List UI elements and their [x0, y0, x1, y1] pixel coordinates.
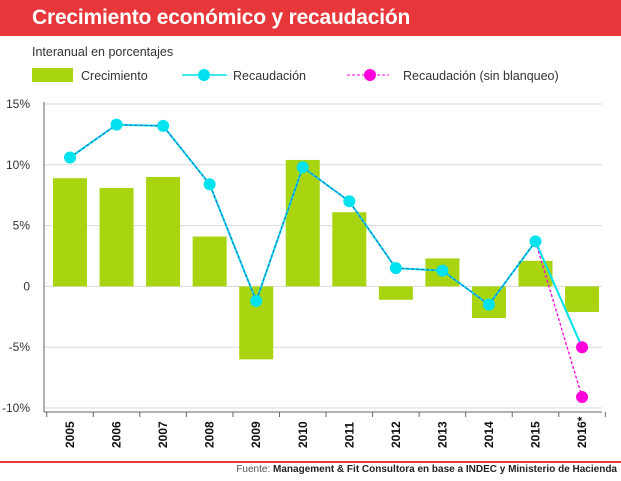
recaudacion-point — [203, 178, 216, 191]
chart-subtitle: Interanual en porcentajes — [32, 45, 173, 59]
legend-label-crecimiento: Crecimiento — [81, 69, 148, 83]
x-tick-label: 2016* — [575, 416, 589, 448]
recaudacion-point — [576, 341, 589, 354]
chart: Interanual en porcentajes Crecimiento Re… — [2, 45, 606, 448]
x-tick-label: 2010 — [296, 421, 310, 448]
y-tick-label: 0 — [23, 279, 30, 293]
y-tick-label: 10% — [6, 158, 30, 172]
bar — [53, 178, 87, 287]
bar — [285, 159, 320, 287]
bar — [332, 212, 367, 287]
recaudacion-point — [64, 151, 76, 164]
legend-marker-sin-blanqueo — [364, 69, 376, 81]
source-text: Management & Fit Consultora en base a IN… — [273, 464, 617, 475]
x-tick-label: 2008 — [203, 421, 217, 448]
y-tick-label: 5% — [13, 219, 31, 233]
x-tick-label: 2013 — [435, 421, 449, 448]
source-note: Fuente: Management & Fit Consultora en b… — [236, 464, 617, 475]
x-tick-label: 2011 — [342, 422, 356, 448]
bar — [146, 176, 181, 287]
title-bar: Crecimiento económico y recaudación — [0, 0, 621, 36]
bar — [99, 187, 134, 287]
recaudacion-point — [529, 235, 542, 248]
x-tick-label: 2007 — [156, 421, 170, 448]
recaudacion-point — [157, 119, 170, 132]
plot-area: 15% 10% 5% 0 -5% -10% 2005 2006 2007 2008 2009 2010… — [2, 97, 606, 448]
bar — [378, 286, 413, 300]
bar — [565, 286, 600, 312]
y-tick-label: 15% — [6, 97, 30, 111]
source-prefix: Fuente: — [236, 464, 271, 475]
recaudacion-point — [482, 298, 495, 311]
x-tick-label: 2006 — [110, 421, 124, 448]
legend-swatch-crecimiento — [32, 68, 73, 82]
x-tick-label: 2014 — [482, 421, 496, 448]
footer-divider — [0, 461, 621, 463]
recaudacion-point — [389, 262, 402, 275]
recaudacion-point — [110, 118, 123, 131]
recaudacion-point — [250, 294, 263, 307]
sin-blanqueo-point — [576, 391, 589, 404]
page-title: Crecimiento económico y recaudación — [32, 6, 411, 29]
x-tick-label: 2015 — [529, 421, 543, 448]
bar — [192, 236, 227, 287]
y-tick-label: -10% — [2, 401, 30, 415]
recaudacion-point — [296, 161, 309, 174]
y-tick-label: -5% — [9, 340, 31, 354]
legend-marker-recaudacion — [198, 69, 210, 81]
x-tick-label: 2009 — [249, 421, 263, 448]
x-tick-label: 2012 — [389, 421, 403, 448]
legend-label-recaudacion: Recaudación — [233, 69, 306, 83]
legend: Crecimiento Recaudación Recaudación (sin… — [32, 68, 559, 83]
x-tick-label: 2005 — [63, 421, 77, 448]
legend-label-sin-blanqueo: Recaudación (sin blanqueo) — [403, 69, 559, 83]
series-line-sin-blanqueo — [534, 241, 583, 398]
recaudacion-point — [343, 195, 356, 208]
recaudacion-point — [436, 264, 449, 277]
